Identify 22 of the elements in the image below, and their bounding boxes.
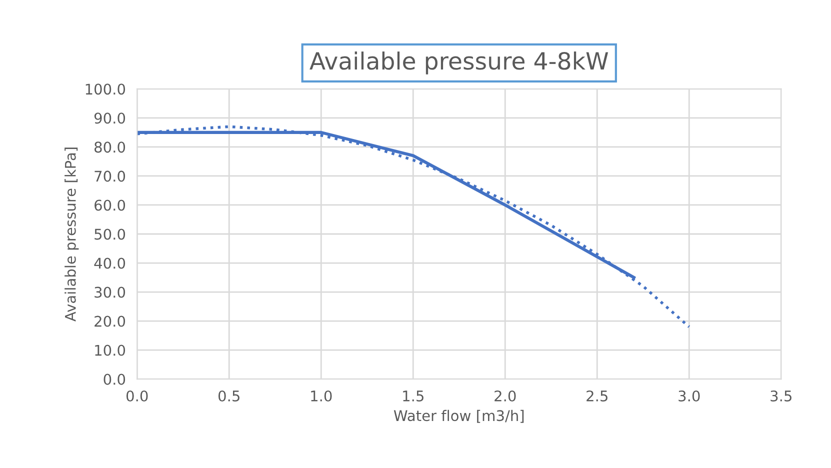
y-tick-label: 50.0 [94, 228, 126, 240]
y-tick-label: 60.0 [94, 200, 126, 211]
y-tick-label: 20.0 [94, 316, 126, 327]
x-tick-label: 3.5 [770, 390, 792, 402]
y-tick-label: 100.0 [86, 84, 126, 95]
x-tick-label: 0.0 [126, 390, 148, 402]
x-tick-label: 2.0 [494, 390, 516, 402]
y-tick-label: 30.0 [94, 286, 126, 298]
x-tick-label: 1.0 [311, 390, 332, 402]
x-tick-label: 1.5 [403, 390, 424, 402]
x-tick-label: 0.5 [218, 390, 240, 402]
y-tick-label: 90.0 [94, 112, 126, 124]
x-tick-label: 2.5 [586, 390, 608, 402]
y-tick-label: 0.0 [104, 374, 126, 385]
x-tick-label: 3.0 [678, 390, 700, 402]
y-tick-label: 70.0 [94, 170, 126, 182]
y-axis-title: Available pressure [kPa] [64, 148, 79, 322]
x-axis-title: Water flow [m3/h] [394, 410, 524, 423]
y-tick-label: 10.0 [95, 344, 126, 356]
y-tick-label: 80.0 [94, 142, 126, 153]
y-tick-label: 40.0 [94, 258, 126, 269]
chart-title: Available pressure 4-8kW [310, 52, 608, 74]
